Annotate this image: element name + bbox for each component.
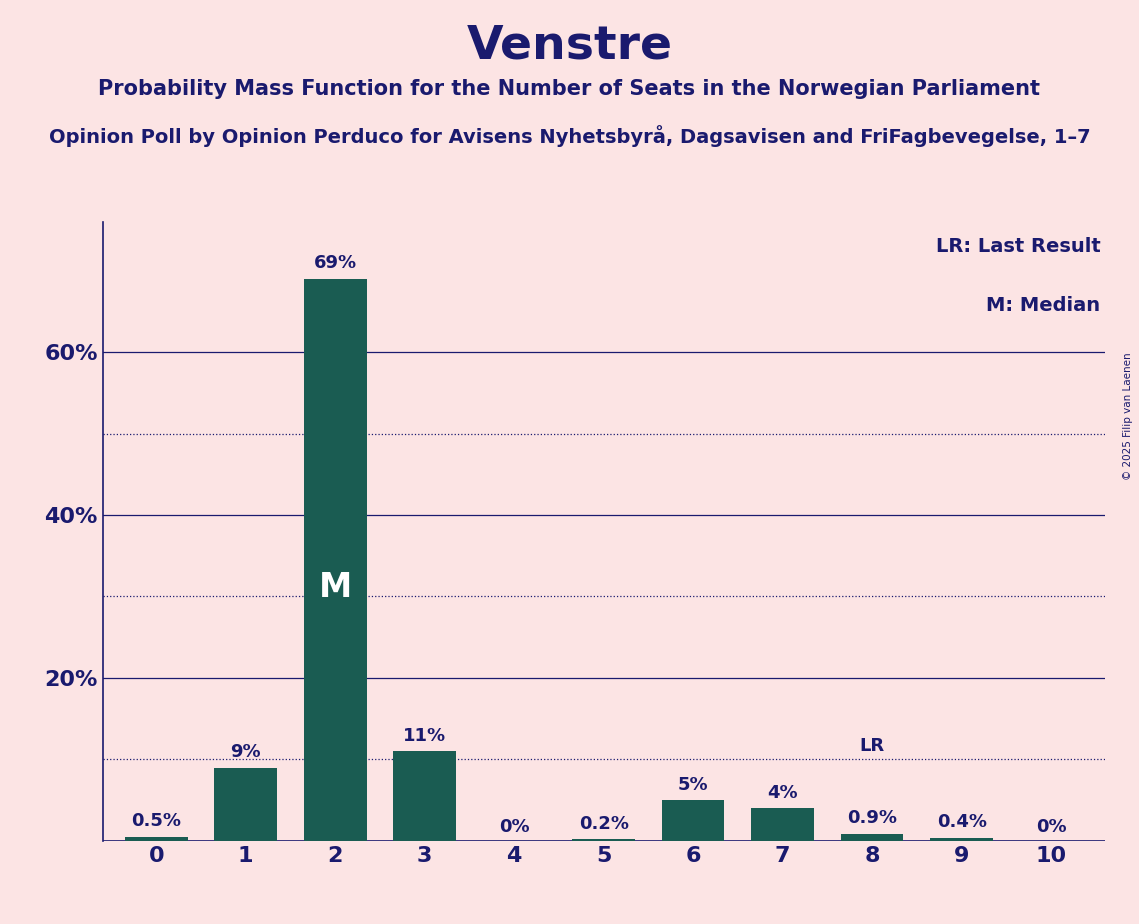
- Text: 0.4%: 0.4%: [936, 813, 986, 831]
- Text: 5%: 5%: [678, 775, 708, 794]
- Bar: [125, 837, 188, 841]
- Text: M: Median: M: Median: [986, 296, 1100, 315]
- Text: 9%: 9%: [230, 743, 261, 761]
- Text: 4%: 4%: [768, 784, 798, 802]
- Text: M: M: [319, 571, 352, 604]
- Text: Venstre: Venstre: [467, 23, 672, 68]
- Text: Opinion Poll by Opinion Perduco for Avisens Nyhetsbyrå, Dagsavisen and FriFagbev: Opinion Poll by Opinion Perduco for Avis…: [49, 125, 1090, 147]
- Text: 0.5%: 0.5%: [131, 812, 181, 831]
- Text: © 2025 Filip van Laenen: © 2025 Filip van Laenen: [1123, 352, 1133, 480]
- Bar: [572, 839, 636, 841]
- Text: LR: Last Result: LR: Last Result: [935, 237, 1100, 256]
- Bar: [752, 808, 814, 841]
- Text: 69%: 69%: [313, 254, 357, 273]
- Bar: [214, 768, 277, 841]
- Text: 0.2%: 0.2%: [579, 815, 629, 833]
- Text: 11%: 11%: [403, 726, 446, 745]
- Bar: [931, 837, 993, 841]
- Bar: [304, 279, 367, 841]
- Text: 0%: 0%: [499, 818, 530, 836]
- Text: Probability Mass Function for the Number of Seats in the Norwegian Parliament: Probability Mass Function for the Number…: [98, 79, 1041, 99]
- Bar: [393, 751, 456, 841]
- Text: LR: LR: [860, 737, 885, 755]
- Bar: [662, 800, 724, 841]
- Text: 0%: 0%: [1035, 818, 1066, 836]
- Text: 0.9%: 0.9%: [847, 809, 898, 827]
- Bar: [841, 833, 903, 841]
